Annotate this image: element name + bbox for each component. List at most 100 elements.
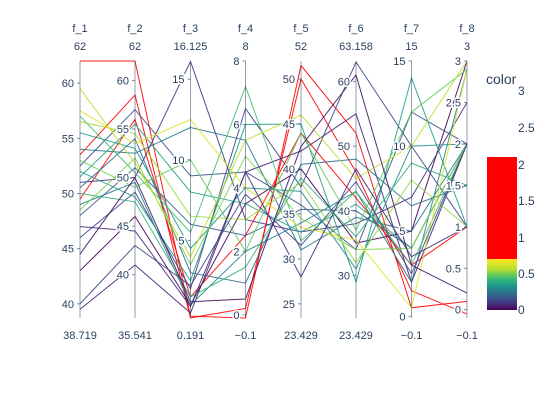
axis-max-label: 16.125: [174, 41, 208, 53]
axis-max-label: 3: [464, 41, 470, 53]
axis-f3[interactable]: f_3 16.125 0.191 5 10 15: [171, 23, 208, 342]
axis-f2[interactable]: f_2 62 35.541 40 45 50 55 60: [115, 23, 152, 342]
axis-f7[interactable]: f_7 15 −0.1 0 5 10 15: [392, 23, 423, 342]
series-polyline: [79, 73, 468, 303]
axis-tick-label: 6: [233, 119, 239, 131]
axis-name: f_2: [127, 23, 142, 35]
series-polyline: [79, 132, 468, 271]
axis-name: f_5: [293, 23, 308, 35]
colorbar-gradient: [487, 157, 517, 310]
axis-tick-label: 50: [338, 141, 350, 153]
axis-min-label: −0.1: [456, 330, 478, 342]
axis-tick-label: 5: [399, 226, 405, 238]
axis-max-label: 8: [242, 41, 248, 53]
axis-tick-label: 60: [62, 78, 74, 90]
colorbar-tick-label: 0.5: [518, 267, 535, 281]
axis-tick-label: 40: [338, 206, 350, 218]
axis-tick-label: 3: [455, 56, 461, 68]
axis-tick-label: 50: [62, 188, 74, 200]
axis-f6[interactable]: f_6 63.158 23.429 30 40 50 60: [336, 23, 373, 342]
series-polyline: [79, 60, 468, 233]
axis-tick-label: 2.5: [446, 97, 461, 109]
axis-max-label: 62: [74, 41, 86, 53]
axis-tick-label: 5: [178, 235, 184, 247]
axis-tick-label: 50: [117, 173, 129, 185]
axis-tick-label: 1.5: [446, 180, 461, 192]
colorbar-tick-label: 1.5: [518, 194, 535, 208]
series-polyline: [79, 76, 468, 284]
axis-tick-label: 0: [455, 305, 461, 317]
series-polyline: [79, 77, 468, 319]
colorbar-tick-label: 1: [518, 231, 525, 245]
axis-min-label: 35.541: [118, 330, 152, 342]
axis-max-label: 52: [295, 41, 307, 53]
axis-min-label: 0.191: [177, 330, 205, 342]
axis-min-label: 23.429: [284, 330, 318, 342]
axis-tick-label: 30: [283, 254, 295, 266]
axis-tick-label: 2: [455, 139, 461, 151]
axis-min-label: −0.1: [401, 330, 423, 342]
axis-tick-label: 1: [455, 222, 461, 234]
axis-min-label: −0.1: [235, 330, 257, 342]
axis-tick-label: 25: [283, 299, 295, 311]
axis-f8[interactable]: f_8 3 −0.1 0 0.5 1 1.5 2 2.5 3: [444, 23, 478, 342]
axis-tick-label: 35: [283, 209, 295, 221]
axis-f1[interactable]: f_1 62 38.719 40 45 50 55 60: [60, 23, 97, 342]
axis-name: f_8: [459, 23, 474, 35]
axis-tick-label: 0: [399, 311, 405, 323]
axis-tick-label: 10: [393, 141, 405, 153]
axis-max-label: 62: [129, 41, 141, 53]
series-polyline: [79, 121, 468, 264]
series-polyline: [79, 123, 468, 249]
axis-name: f_6: [348, 23, 363, 35]
axis-name: f_3: [183, 23, 198, 35]
polylines-layer: [79, 60, 468, 319]
series-polyline: [79, 68, 468, 253]
series-polyline: [79, 108, 468, 251]
axis-tick-label: 15: [393, 56, 405, 68]
colorbar-tick-label: 2.5: [518, 121, 535, 135]
axis-tick-label: 2: [233, 246, 239, 258]
axis-max-label: 63.158: [339, 41, 373, 53]
axis-tick-label: 30: [338, 270, 350, 282]
colorbar-tick-label: 3: [518, 84, 525, 98]
series-polyline: [79, 167, 468, 308]
axis-tick-label: 4: [233, 183, 239, 195]
axis-tick-label: 40: [62, 299, 74, 311]
axis-tick-label: 55: [62, 133, 74, 145]
series-polyline: [79, 113, 468, 314]
axes-layer: f_16238.7194045505560f_26235.54140455055…: [60, 23, 478, 342]
axis-min-label: 38.719: [63, 330, 97, 342]
axis-tick-label: 8: [233, 56, 239, 68]
axis-tick-label: 15: [172, 74, 184, 86]
axis-tick-label: 45: [62, 244, 74, 256]
axis-tick-label: 50: [283, 74, 295, 86]
axis-tick-label: 0: [233, 310, 239, 322]
axis-tick-label: 40: [117, 270, 129, 282]
axis-tick-label: 45: [283, 119, 295, 131]
colorbar: color 0 0.5 1 1.5 2 2.5 3: [486, 71, 535, 317]
axis-name: f_7: [404, 23, 419, 35]
series-polyline: [79, 69, 468, 309]
colorbar-title: color: [486, 71, 517, 87]
colorbar-tick-label: 2: [518, 158, 525, 172]
series-polyline: [79, 143, 468, 305]
axis-tick-label: 60: [338, 76, 350, 88]
axis-tick-label: 10: [172, 155, 184, 167]
axis-name: f_1: [72, 23, 87, 35]
axis-tick-label: 60: [117, 75, 129, 87]
axis-f5[interactable]: f_5 52 23.429 25 30 35 40 45 50: [281, 23, 318, 342]
series-polyline: [79, 143, 468, 266]
axis-tick-label: 55: [117, 124, 129, 136]
series-polyline: [79, 69, 468, 306]
series-polyline: [79, 126, 468, 251]
axis-tick-label: 40: [283, 164, 295, 176]
axis-tick-label: 45: [117, 221, 129, 233]
colorbar-tick-label: 0: [518, 303, 525, 317]
axis-max-label: 15: [405, 41, 417, 53]
axis-name: f_4: [238, 23, 253, 35]
axis-f4[interactable]: f_4 8 −0.1 0 2 4 6 8: [232, 23, 257, 342]
axis-min-label: 23.429: [339, 330, 373, 342]
